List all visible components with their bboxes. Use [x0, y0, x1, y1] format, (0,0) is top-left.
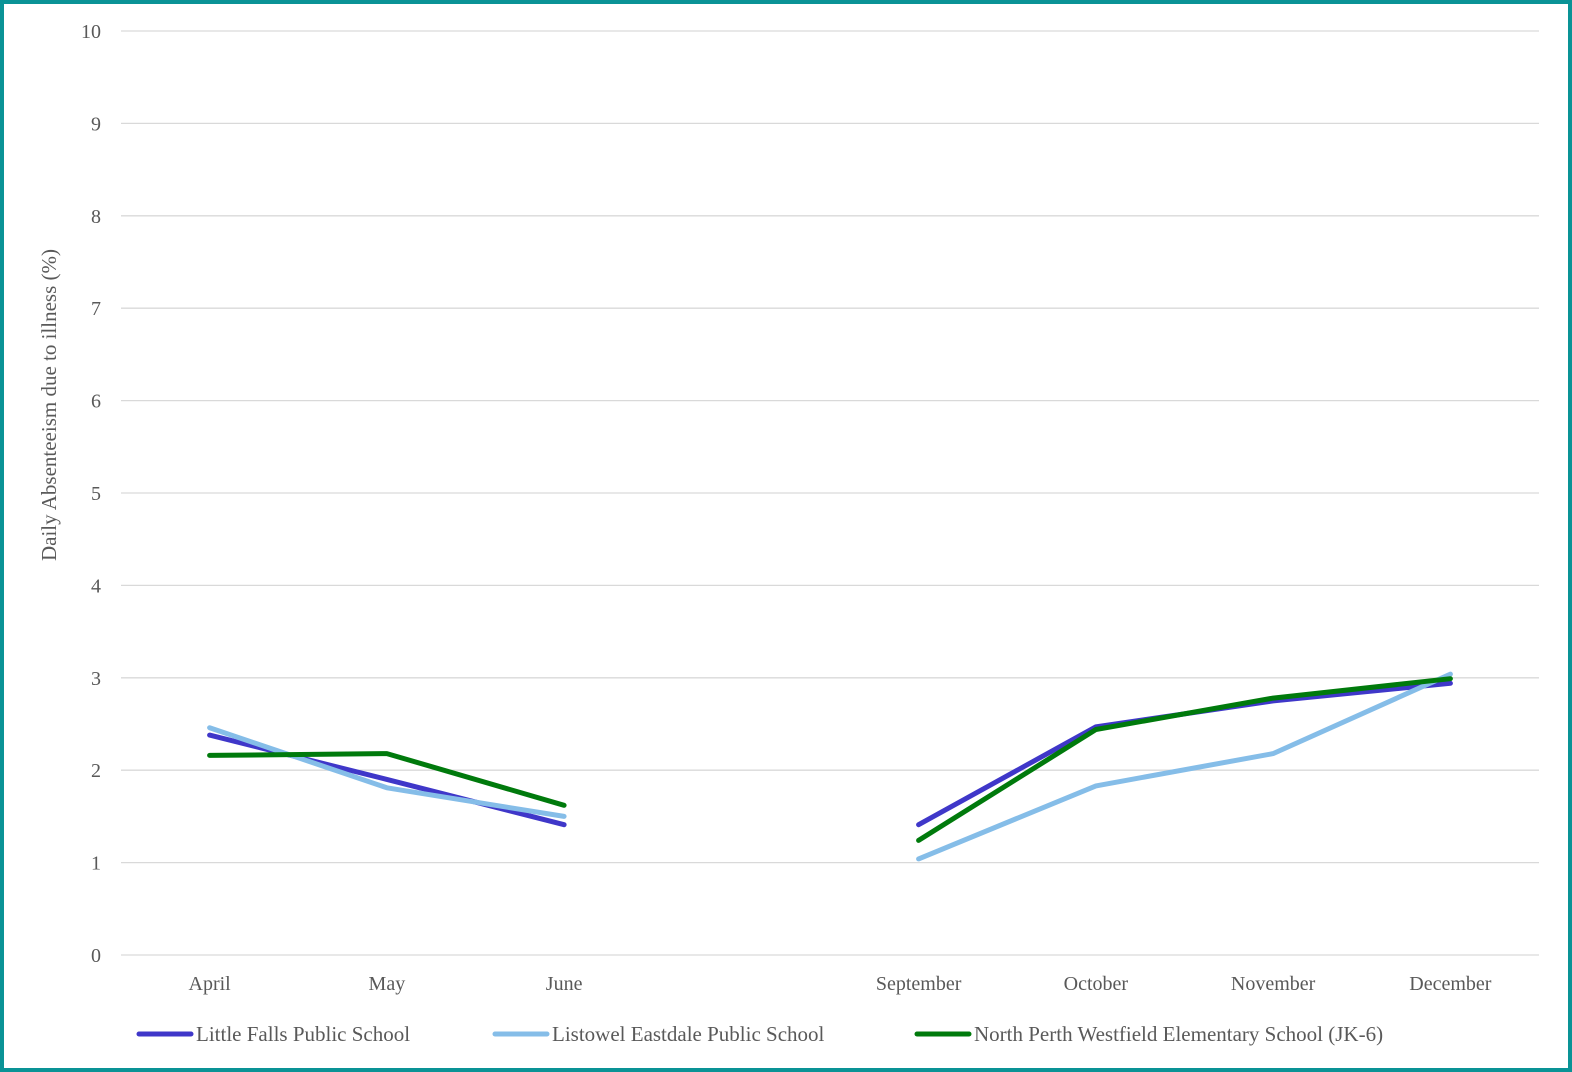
x-tick-labels: April May June September October November Dece…: [189, 973, 1492, 995]
x-tick-november: November: [1231, 973, 1316, 995]
x-tick-june: June: [546, 973, 583, 995]
y-tick-1: 1: [91, 853, 101, 875]
x-tick-april: April: [189, 973, 232, 995]
series-line-1-segment-0: [207, 725, 567, 819]
x-tick-december: December: [1409, 973, 1492, 995]
legend-label-0: Little Falls Public School: [196, 1022, 410, 1046]
x-tick-may: May: [369, 973, 406, 995]
x-tick-october: October: [1064, 973, 1129, 995]
legend-label-1: Listowel Eastdale Public School: [552, 1022, 825, 1046]
x-tick-september: September: [876, 973, 962, 995]
y-tick-2: 2: [91, 760, 101, 782]
y-tick-0: 0: [91, 945, 101, 967]
y-tick-4: 4: [91, 575, 101, 597]
series-line-0-segment-1: [916, 680, 1453, 828]
y-tick-7: 7: [91, 298, 101, 320]
series-line-1-segment-1: [916, 671, 1453, 862]
y-tick-10: 10: [81, 21, 101, 43]
y-tick-6: 6: [91, 391, 101, 413]
series-line-2-segment-0: [207, 751, 567, 808]
series-line-2-segment-1: [916, 676, 1453, 843]
y-axis-label: Daily Absenteeism due to illness (%): [37, 249, 61, 561]
y-tick-5: 5: [91, 483, 101, 505]
gridlines: [121, 30, 1539, 956]
y-tick-9: 9: [91, 113, 101, 135]
y-tick-8: 8: [91, 206, 101, 228]
legend-label-2: North Perth Westfield Elementary School …: [974, 1022, 1383, 1046]
series-line-0-segment-0: [207, 732, 567, 828]
legend: Little Falls Public School Listowel Eastd…: [136, 1022, 1383, 1046]
series-lines: [207, 671, 1453, 862]
y-tick-labels: 0 1 2 3 4 5 6 7 8 9 10: [81, 21, 101, 967]
y-tick-3: 3: [91, 668, 101, 690]
